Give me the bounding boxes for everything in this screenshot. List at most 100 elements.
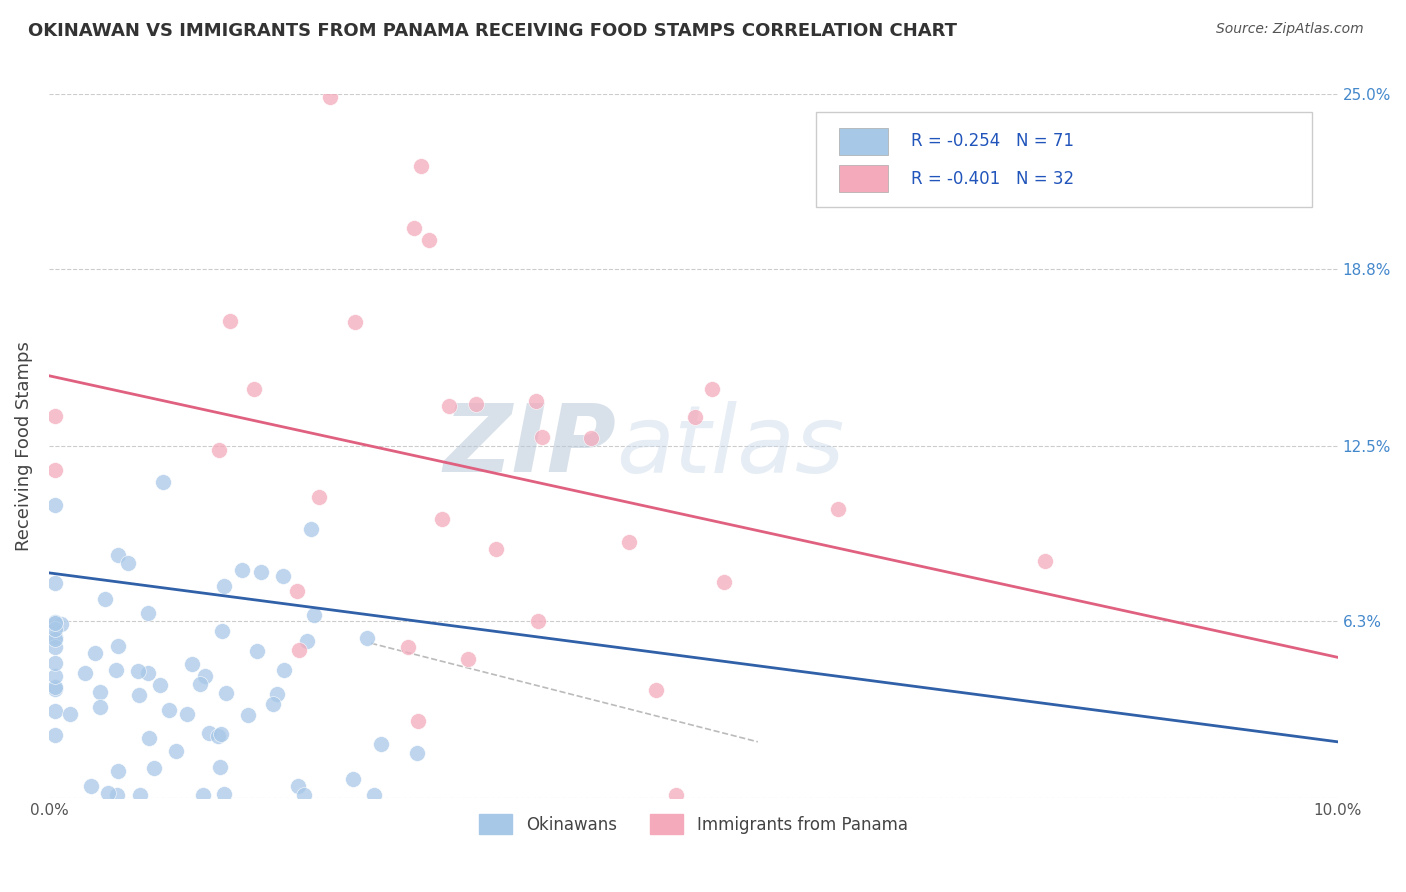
Point <box>664 789 686 803</box>
Point <box>44 622 66 636</box>
Point <box>157 703 180 717</box>
Point <box>827 502 849 516</box>
Text: R = -0.401   N = 32: R = -0.401 N = 32 <box>911 169 1074 187</box>
Point <box>107 548 129 562</box>
Bar <box>839 128 889 154</box>
Point <box>644 683 666 698</box>
Point <box>44 656 66 670</box>
Point <box>273 663 295 677</box>
Point <box>181 657 204 671</box>
Point <box>262 697 284 711</box>
Point <box>266 688 288 702</box>
Point <box>193 789 215 803</box>
Point <box>75 665 97 680</box>
Point <box>370 737 392 751</box>
Point <box>713 574 735 589</box>
Point <box>295 633 318 648</box>
Point <box>44 640 66 655</box>
Point <box>243 382 266 396</box>
Legend: Okinawans, Immigrants from Panama: Okinawans, Immigrants from Panama <box>471 805 917 843</box>
Point <box>44 498 66 512</box>
Point <box>219 314 242 328</box>
Point <box>356 631 378 645</box>
Point <box>319 90 342 104</box>
Point <box>437 399 460 413</box>
Point <box>89 685 111 699</box>
Point <box>105 663 128 677</box>
Point <box>287 643 309 657</box>
Point <box>79 779 101 793</box>
Point <box>149 678 172 692</box>
Point <box>363 789 385 803</box>
Point <box>457 652 479 666</box>
Point <box>1033 553 1056 567</box>
Point <box>465 397 488 411</box>
FancyBboxPatch shape <box>815 112 1312 207</box>
Point <box>524 393 547 408</box>
Point <box>308 490 330 504</box>
Point <box>579 431 602 445</box>
Point <box>176 706 198 721</box>
Point <box>208 760 231 774</box>
Point <box>406 714 429 728</box>
Point <box>246 643 269 657</box>
Point <box>97 786 120 800</box>
Text: R = -0.254   N = 71: R = -0.254 N = 71 <box>911 132 1074 151</box>
Point <box>127 664 149 678</box>
Point <box>302 607 325 622</box>
Point <box>44 616 66 631</box>
Point <box>44 409 66 424</box>
Point <box>207 729 229 743</box>
Point <box>485 542 508 557</box>
Point <box>44 632 66 647</box>
Point <box>44 682 66 697</box>
Point <box>136 607 159 621</box>
Bar <box>839 165 889 192</box>
Point <box>44 704 66 718</box>
Y-axis label: Receiving Food Stamps: Receiving Food Stamps <box>15 342 32 551</box>
Point <box>194 669 217 683</box>
Point <box>136 666 159 681</box>
Point <box>44 615 66 630</box>
Text: atlas: atlas <box>616 401 844 491</box>
Point <box>342 772 364 786</box>
Point <box>83 646 105 660</box>
Point <box>59 706 82 721</box>
Point <box>209 727 232 741</box>
Point <box>198 726 221 740</box>
Point <box>44 728 66 742</box>
Point <box>617 534 640 549</box>
Point <box>430 512 453 526</box>
Point <box>250 565 273 579</box>
Point <box>44 669 66 683</box>
Point <box>215 686 238 700</box>
Point <box>685 410 707 425</box>
Point <box>530 430 553 444</box>
Point <box>117 556 139 570</box>
Point <box>107 764 129 778</box>
Point <box>44 576 66 591</box>
Point <box>236 708 259 723</box>
Point <box>128 688 150 702</box>
Point <box>396 640 419 654</box>
Point <box>231 564 253 578</box>
Point <box>107 640 129 654</box>
Point <box>138 731 160 745</box>
Point <box>402 220 425 235</box>
Point <box>527 614 550 628</box>
Point <box>287 780 309 794</box>
Point <box>89 700 111 714</box>
Point <box>44 680 66 694</box>
Point <box>409 160 432 174</box>
Point <box>214 579 236 593</box>
Point <box>405 746 427 760</box>
Point <box>188 677 211 691</box>
Point <box>211 624 233 639</box>
Point <box>285 583 308 598</box>
Point <box>292 789 315 803</box>
Point <box>49 617 72 632</box>
Point <box>142 761 165 775</box>
Point <box>418 233 440 247</box>
Text: Source: ZipAtlas.com: Source: ZipAtlas.com <box>1216 22 1364 37</box>
Text: ZIP: ZIP <box>443 401 616 492</box>
